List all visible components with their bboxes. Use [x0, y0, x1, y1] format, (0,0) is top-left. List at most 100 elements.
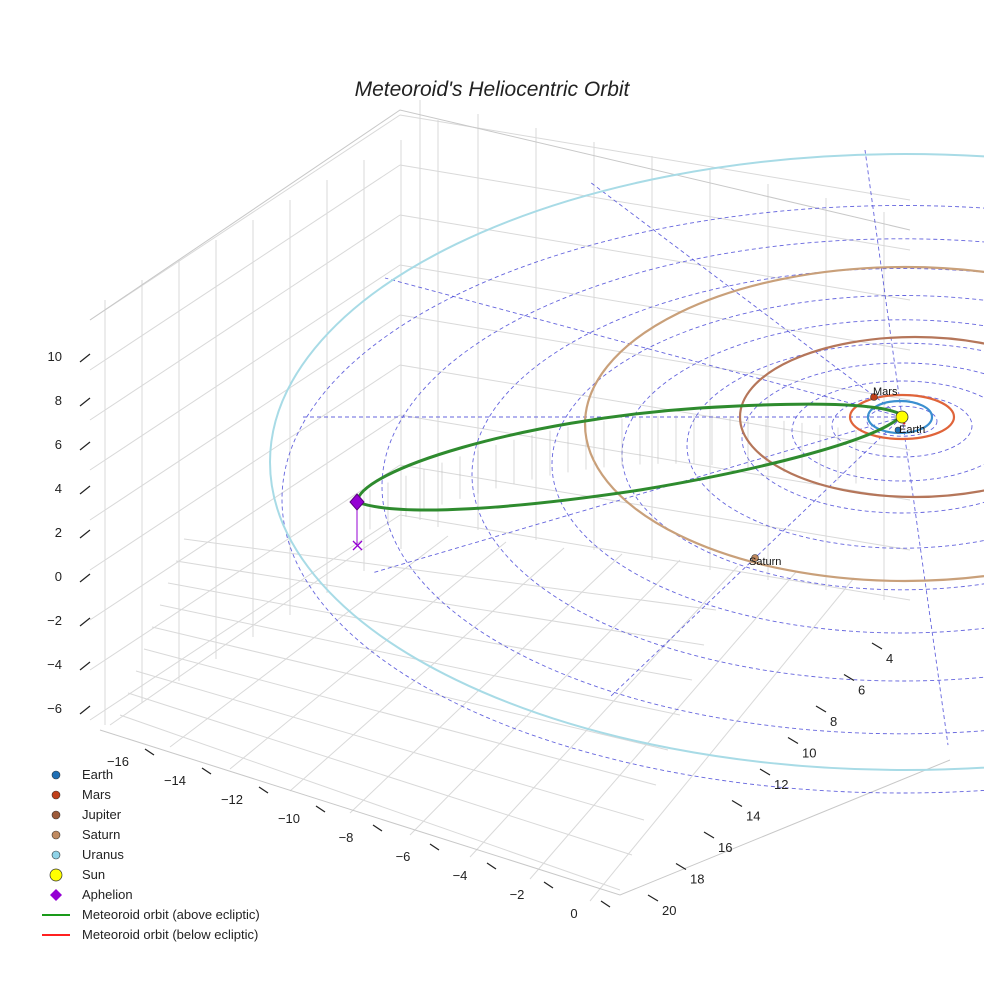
y-tick-mark: [815, 705, 827, 713]
label-earth: Earth: [899, 424, 925, 436]
grid-line: [399, 314, 911, 401]
legend-marker: [51, 830, 61, 840]
z-tick-label: 10: [48, 349, 62, 364]
x-tick-mark: [543, 881, 554, 889]
ecliptic-spoke: [589, 181, 903, 418]
y-tick-label: 8: [830, 714, 837, 729]
z-tick-mark: [79, 353, 91, 363]
ecliptic-ring: [471, 268, 984, 682]
legend-label: Aphelion: [82, 887, 133, 902]
z-tick-mark: [79, 397, 91, 407]
legend-marker: [51, 790, 61, 800]
y-tick-label: 10: [802, 746, 816, 761]
grid-line: [89, 364, 401, 571]
y-tick-label: 14: [746, 809, 760, 824]
y-tick-mark: [759, 768, 771, 776]
z-tick-mark: [79, 529, 91, 539]
y-tick-label: 12: [774, 777, 788, 792]
x-tick-mark: [429, 843, 440, 851]
chart-title: Meteoroid's Heliocentric Orbit: [355, 78, 631, 101]
grid-line: [89, 164, 401, 371]
grid-line: [399, 114, 911, 201]
grid-line: [529, 571, 797, 880]
grid-line: [399, 514, 911, 601]
grid-line: [399, 214, 911, 301]
y-tick-label: 4: [886, 651, 893, 666]
grid-line: [143, 648, 657, 786]
y-tick-mark: [731, 799, 743, 808]
ecliptic-ring: [866, 405, 938, 437]
z-tick-mark: [79, 617, 91, 627]
box-edge: [99, 729, 951, 896]
grid-line: [289, 547, 565, 792]
orbit-earth: [866, 399, 934, 435]
grid-line: [229, 541, 507, 770]
z-tick-mark: [79, 441, 91, 451]
y-tick-mark: [843, 673, 855, 682]
z-tick-mark: [79, 661, 91, 671]
x-tick-label: −6: [396, 849, 411, 864]
markers: Mars Earth Saturn: [349, 386, 925, 568]
grid-line: [169, 535, 449, 748]
grid-line: [109, 529, 391, 726]
y-tick-mark: [703, 831, 715, 839]
sun-marker: [895, 410, 909, 424]
legend-label: Earth: [82, 767, 113, 782]
x-tick-label: −2: [510, 887, 525, 902]
y-tick-label: 6: [858, 683, 865, 698]
orbit-jupiter: [738, 335, 984, 499]
x-tick-label: −16: [107, 754, 129, 769]
x-tick-mark: [201, 767, 212, 775]
y-tick-mark: [787, 736, 799, 745]
label-saturn: Saturn: [749, 556, 781, 568]
legend-label: Sun: [82, 867, 105, 882]
grid-line: [167, 582, 693, 681]
saturn-marker: [751, 554, 759, 562]
y-tick-label: 16: [718, 840, 732, 855]
ecliptic-ring: [686, 342, 984, 549]
ecliptic-ring: [281, 205, 984, 794]
z-tick-label: −4: [47, 657, 62, 672]
grid-line: [89, 264, 401, 471]
z-tick-label: 2: [55, 525, 62, 540]
ecliptic-spoke: [901, 416, 949, 746]
ecliptic-spoke: [371, 416, 903, 574]
z-tick-mark: [79, 573, 91, 583]
z-tick-label: −2: [47, 613, 62, 628]
x-tick-mark: [258, 786, 269, 794]
ecliptic-ring: [791, 380, 984, 482]
grid-line: [89, 314, 401, 521]
mars-marker: [870, 393, 878, 401]
legend-label: Meteoroid orbit (above ecliptic): [82, 907, 260, 922]
legend-label: Meteoroid orbit (below ecliptic): [82, 927, 258, 942]
y-tick-mark: [871, 642, 883, 650]
grid-line: [183, 538, 717, 611]
grid-line: [119, 714, 621, 891]
grid-line: [469, 565, 739, 858]
x-tick-mark: [315, 805, 326, 813]
y-tick-label: 18: [690, 872, 704, 887]
y-tick-mark: [675, 862, 687, 871]
legend-marker: [51, 850, 61, 860]
legend-label: Uranus: [82, 847, 124, 862]
legend-label: Mars: [82, 787, 111, 802]
z-tick-label: 4: [55, 481, 62, 496]
x-tick-label: 0: [570, 906, 577, 921]
grid-line: [89, 464, 401, 671]
ecliptic-grid: [281, 149, 984, 794]
grid-line: [135, 670, 645, 821]
x-tick-label: −12: [221, 792, 243, 807]
x-tick-mark: [144, 748, 155, 756]
ecliptic-spoke: [864, 149, 903, 418]
aphelion-marker: [349, 493, 365, 511]
grid-line: [589, 577, 855, 902]
ecliptic-ring: [381, 238, 984, 735]
y-tick-label: 20: [662, 903, 676, 918]
ecliptic-spoke: [384, 277, 903, 418]
grid-line: [399, 164, 911, 251]
legend-marker: [51, 770, 61, 780]
ecliptic-ring: [741, 362, 984, 514]
x-tick-mark: [600, 900, 611, 908]
z-tick-label: −6: [47, 701, 62, 716]
